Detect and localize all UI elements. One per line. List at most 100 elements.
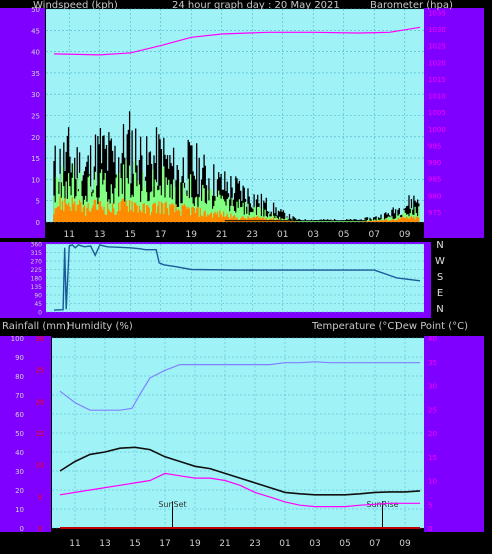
humidity-y-tick: 40 [15, 449, 24, 457]
barometer-y-tick: 1015 [428, 76, 446, 84]
dewpoint-axis-label: Dew Point (°C) [395, 321, 469, 332]
rainfall-y-tick: 20 [36, 398, 45, 406]
wind-y-tick: 25 [31, 113, 40, 121]
humidity-y-tick: 50 [15, 430, 24, 438]
compass-label: E [437, 288, 443, 299]
barometer-y-tick: 1005 [428, 109, 446, 117]
wind-y-tick: 10 [31, 176, 40, 184]
low-wind-bars [53, 196, 420, 222]
barometer-y-tick: 995 [428, 142, 441, 150]
wind-y-tick: 15 [31, 155, 40, 163]
temperature-y-tick: 35 [428, 359, 437, 367]
direction-y-tick: 0 [38, 310, 42, 317]
temperature-y-tick: 20 [428, 430, 437, 438]
direction-y-tick: 225 [31, 267, 43, 274]
wind-y-tick: 30 [31, 91, 40, 99]
chart-title: 24 hour graph day : 20 May 2021 [172, 0, 340, 11]
rainfall-y-tick: 10 [36, 462, 45, 470]
barometer-y-tick: 1030 [428, 26, 446, 34]
wind-left-frame [0, 8, 45, 238]
wind-y-tick: 50 [31, 6, 40, 14]
barometer-y-tick: 1025 [428, 43, 446, 51]
temp-x-tick: 11 [69, 539, 80, 549]
humidity-y-tick: 0 [20, 525, 24, 533]
barometer-y-tick: 985 [428, 176, 441, 184]
temp-x-tick: 07 [369, 539, 380, 549]
temp-x-tick: 21 [219, 539, 230, 549]
temperature-y-tick: 30 [428, 383, 437, 391]
barometer-y-tick: 1000 [428, 126, 446, 134]
compass-label: N [436, 304, 443, 315]
direction-line [53, 244, 421, 311]
dew-point-line [59, 472, 420, 508]
barometer-line [53, 26, 421, 56]
direction-y-tick: 45 [34, 301, 42, 308]
rainfall-y-tick: 5 [38, 493, 42, 501]
humidity-y-tick: 60 [15, 411, 24, 419]
temp-left-frame [0, 336, 51, 532]
temp-x-tick: 17 [159, 539, 170, 549]
temperature-y-tick: 10 [428, 478, 437, 486]
wind-x-tick: 03 [308, 230, 319, 240]
temperature-y-tick: 0 [428, 525, 432, 533]
temperature-y-tick: 25 [428, 406, 437, 414]
temp-x-tick: 05 [339, 539, 350, 549]
temp-x-tick: 03 [309, 539, 320, 549]
barometer-y-tick: 975 [428, 209, 441, 217]
sunset-label: SunSet [158, 500, 186, 509]
wind-y-tick: 35 [31, 70, 40, 78]
wind-x-tick: 01 [277, 230, 288, 240]
rainfall-y-tick: 30 [36, 335, 45, 343]
windspeed-axis-label: Windspeed (kph) [33, 0, 118, 11]
wind-x-tick: 05 [338, 230, 349, 240]
humidity-y-tick: 20 [15, 487, 24, 495]
rainfall-y-tick: 25 [36, 367, 45, 375]
wind-right-frame [424, 8, 484, 238]
humidity-y-tick: 70 [15, 392, 24, 400]
compass-label: W [435, 256, 445, 267]
humidity-y-tick: 10 [15, 506, 24, 514]
direction-y-tick: 135 [31, 284, 43, 291]
barometer-y-tick: 990 [428, 159, 441, 167]
temp-right-frame [424, 336, 484, 532]
direction-y-tick: 180 [31, 276, 43, 283]
wind-x-tick: 09 [399, 230, 411, 240]
barometer-axis-label: Barometer (hpa) [370, 0, 453, 11]
barometer-y-tick: 1020 [428, 59, 446, 67]
sunrise-label: SunRise [366, 500, 398, 509]
wind-x-tick: 19 [186, 230, 198, 240]
temperature-y-tick: 15 [428, 454, 437, 462]
wind-x-tick: 21 [216, 230, 227, 240]
temperature-y-tick: 5 [428, 501, 432, 509]
temp-x-tick: 15 [129, 539, 140, 549]
temperature-axis-label: Temperature (°C) [312, 321, 399, 332]
temp-x-tick: 13 [99, 539, 110, 549]
compass-label: S [437, 272, 443, 283]
rainfall-y-tick: 15 [36, 430, 45, 438]
wind-x-tick: 23 [247, 230, 258, 240]
direction-y-tick: 270 [31, 259, 43, 266]
humidity-y-tick: 90 [15, 354, 24, 362]
humidity-line [59, 361, 420, 411]
barometer-y-tick: 1035 [428, 9, 446, 17]
humidity-axis-label: Humidity (%) [67, 321, 133, 332]
humidity-y-tick: 100 [11, 335, 24, 343]
wind-y-tick: 20 [31, 134, 40, 142]
temp-x-tick: 09 [399, 539, 411, 549]
direction-y-tick: 360 [31, 242, 43, 249]
wind-x-tick: 11 [64, 230, 75, 240]
wind-y-tick: 45 [31, 27, 40, 35]
barometer-y-tick: 1010 [428, 93, 446, 101]
wind-x-tick: 13 [94, 230, 105, 240]
temp-x-tick: 01 [279, 539, 290, 549]
wind-x-tick: 15 [125, 230, 136, 240]
temperature-line [59, 446, 421, 496]
barometer-y-tick: 980 [428, 192, 441, 200]
humidity-y-tick: 30 [15, 468, 24, 476]
wind-y-tick: 0 [36, 219, 40, 227]
compass-label: N [436, 240, 443, 251]
rainfall-axis-label: Rainfall (mm) [2, 321, 70, 332]
temperature-y-tick: 40 [428, 335, 437, 343]
